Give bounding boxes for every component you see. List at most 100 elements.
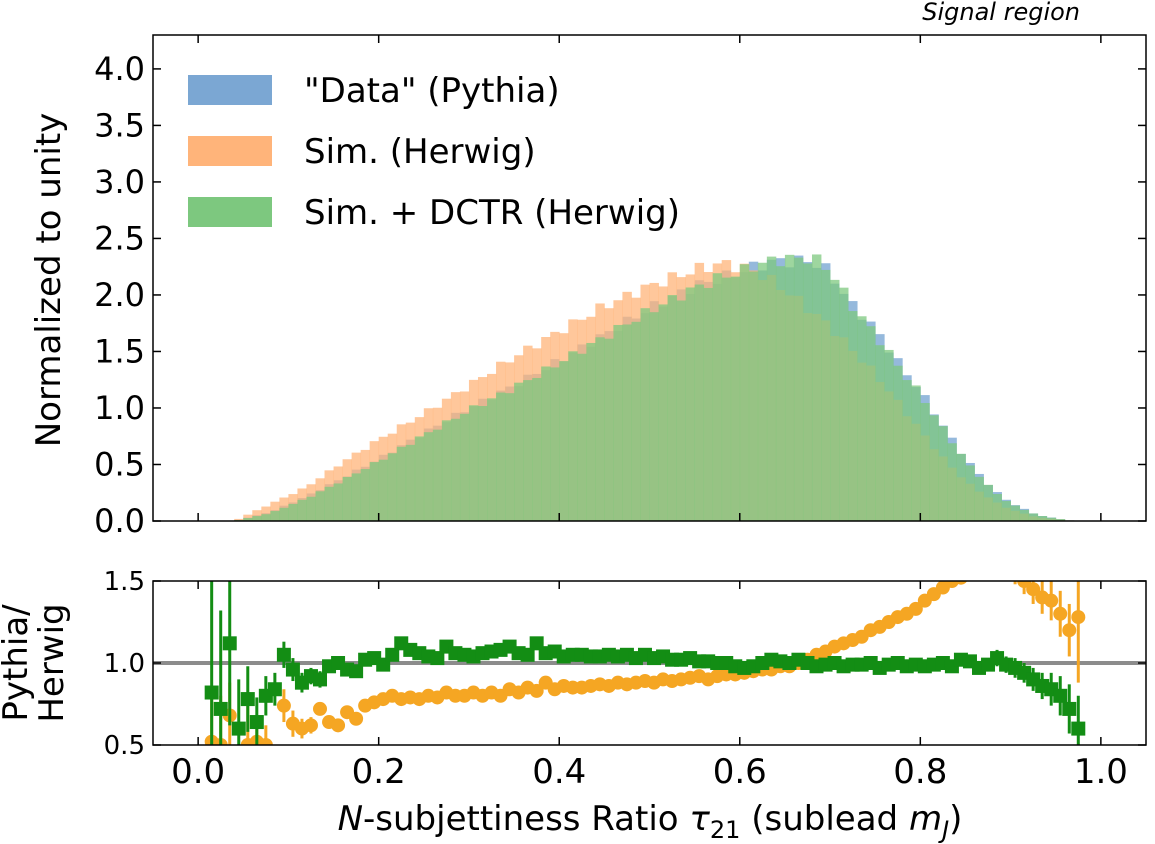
- hist-bar: [432, 429, 443, 521]
- ratio-point: [249, 715, 264, 730]
- ratio-point: [1008, 566, 1022, 580]
- ratio-point: [1044, 593, 1059, 608]
- hist-bar: [703, 287, 714, 521]
- hist-bar: [1037, 516, 1048, 521]
- hist-bar: [757, 262, 768, 521]
- hist-bar: [297, 499, 307, 521]
- hist-bar: [1046, 517, 1057, 521]
- hist-bar: [866, 326, 876, 521]
- ratio-point: [276, 698, 291, 713]
- ratio-point: [276, 647, 291, 662]
- hist-bar: [947, 443, 957, 521]
- y-tick-label: 1.0: [94, 389, 145, 427]
- y-tick-label: 4.0: [94, 50, 145, 88]
- hist-bar: [748, 271, 759, 521]
- y-tick-label: 3.5: [94, 106, 145, 144]
- hist-bar: [369, 462, 380, 521]
- hist-bar: [739, 264, 750, 521]
- hist-bar: [423, 432, 434, 521]
- x-axis-label-tau-sub: 21: [710, 816, 741, 844]
- legend-swatch-dctr: [188, 197, 272, 227]
- hist-bar: [523, 380, 533, 521]
- hist-bar: [342, 476, 352, 521]
- hist-bar: [234, 518, 244, 521]
- y-tick-label: 1.5: [94, 332, 145, 370]
- hist-bar: [270, 511, 280, 521]
- hist-bar: [992, 494, 1002, 521]
- ratio-point: [954, 581, 968, 585]
- ratio-point: [213, 701, 228, 716]
- ratio-point: [529, 683, 544, 698]
- hist-bar: [631, 321, 641, 521]
- ratio-point: [258, 738, 273, 745]
- hist-bar: [541, 366, 551, 521]
- hist-bar: [793, 257, 804, 521]
- hist-bar: [640, 308, 650, 521]
- x-tick-label: 0.4: [532, 752, 586, 792]
- hist-bar: [857, 316, 867, 521]
- ratio-point: [520, 647, 535, 662]
- hist-bar: [839, 287, 849, 521]
- ratio-y-label-line2: Herwig: [32, 603, 72, 722]
- x-axis-label-m: m: [909, 799, 942, 839]
- y-tick-label: 0.5: [94, 445, 145, 483]
- hist-bar: [775, 266, 786, 521]
- hist-bar: [721, 277, 732, 521]
- ratio-point: [908, 601, 923, 616]
- hist-bar: [414, 436, 425, 521]
- ratio-x-ticks: 0.0 0.2 0.4 0.6 0.8 1.0: [171, 581, 1128, 792]
- hist-bar: [288, 503, 298, 521]
- hist-bar: [550, 367, 560, 521]
- x-axis-label: N-subjettiness Ratio τ21 (sublead mJ): [338, 799, 963, 844]
- series-2: [234, 254, 1075, 521]
- ratio-point: [999, 558, 1013, 572]
- hist-bar: [487, 398, 497, 521]
- ratio-point: [1062, 623, 1077, 638]
- region-label: Signal region: [922, 0, 1080, 26]
- ratio-point: [1053, 688, 1068, 703]
- hist-bar: [514, 382, 524, 521]
- hist-bar: [243, 514, 253, 521]
- ratio-point: [944, 581, 959, 588]
- hist-bar: [387, 453, 398, 521]
- hist-bar: [586, 342, 596, 521]
- ratio-y-label-line1: Pythia/: [0, 604, 36, 722]
- hist-bar: [333, 483, 343, 521]
- hist-bar: [622, 324, 632, 521]
- hist-bar: [324, 486, 334, 521]
- legend-label-dctr: Sim. + DCTR (Herwig): [304, 193, 680, 233]
- hist-bar: [252, 516, 262, 521]
- hist-bar: [613, 324, 623, 521]
- ratio-point: [240, 692, 255, 707]
- ratio-point: [285, 662, 300, 677]
- ratio-point: [313, 701, 328, 716]
- ratio-point: [430, 651, 445, 666]
- ratio-point: [349, 711, 364, 726]
- ratio-y-tick-label: 1.0: [104, 649, 145, 679]
- ratio-plot-area: [153, 554, 1146, 745]
- y-tick-label: 2.0: [94, 276, 145, 314]
- hist-bar: [875, 345, 885, 521]
- hist-bar: [929, 415, 939, 521]
- legend-swatch-data: [188, 75, 272, 105]
- y-tick-label: 0.0: [94, 502, 145, 540]
- ratio-point: [231, 721, 246, 736]
- main-y-ticks: 0.0 0.5 1.0 1.5 2.0 2.5 3.0 3.5 4.0: [94, 50, 1146, 540]
- ratio-point: [990, 554, 1004, 568]
- x-axis-label-close: ): [949, 799, 962, 839]
- hist-bar: [730, 276, 741, 521]
- x-tick-label: 0.2: [352, 752, 406, 792]
- hist-bar: [252, 510, 262, 521]
- ratio-point: [972, 561, 986, 575]
- ratio-point: [385, 647, 400, 662]
- ratio-point: [1062, 701, 1077, 716]
- hist-bar: [595, 337, 605, 521]
- hist-bar: [811, 254, 822, 521]
- ratio-point: [303, 718, 318, 733]
- hist-bar: [685, 287, 696, 521]
- hist-bar: [261, 506, 271, 521]
- hist-bar: [378, 459, 389, 521]
- x-tick-label: 0.6: [713, 752, 767, 792]
- hist-bar: [1019, 509, 1030, 521]
- legend: "Data" (Pythia) Sim. (Herwig) Sim. + DCT…: [188, 71, 680, 233]
